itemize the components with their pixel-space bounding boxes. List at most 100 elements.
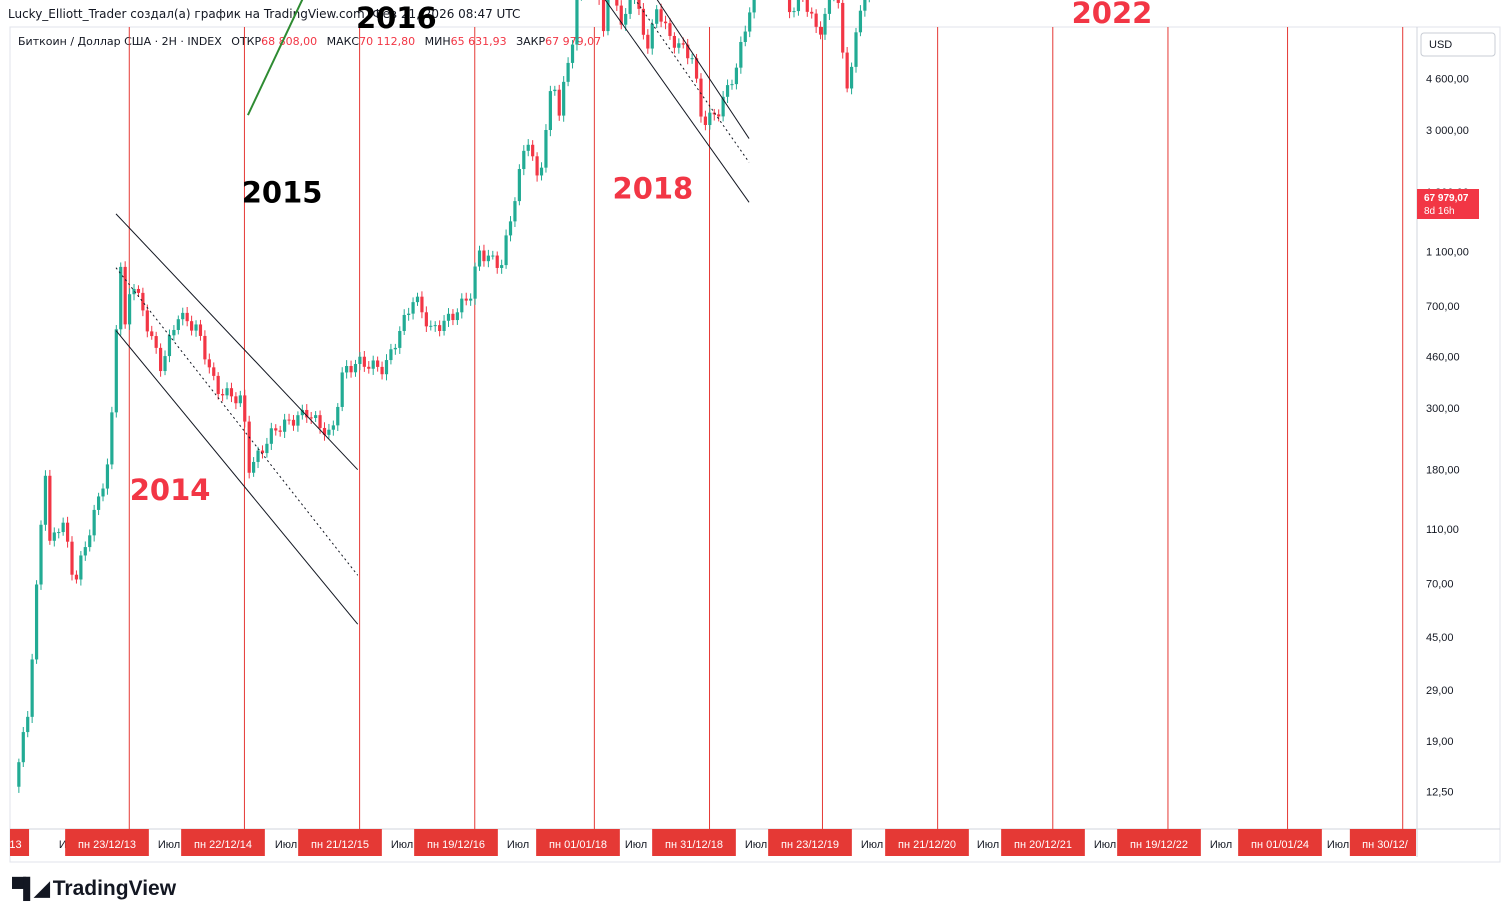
- time-axis-month-label: Июл: [275, 839, 297, 851]
- candle-body: [508, 221, 513, 236]
- candle-body: [703, 116, 708, 125]
- open-label: ОТКР: [231, 35, 262, 48]
- candle-body: [619, 5, 623, 25]
- candle-body: [743, 31, 747, 42]
- time-axis-month-label: Июл: [861, 839, 883, 851]
- candle-body: [495, 255, 499, 268]
- candle-body: [309, 417, 313, 419]
- candle-body: [176, 319, 180, 330]
- candle-body: [252, 461, 256, 473]
- candle-body: [221, 394, 225, 396]
- time-axis-date-label: пн 23/12/13: [78, 839, 136, 851]
- year-label-2015: 2015: [242, 175, 323, 209]
- currency-label: USD: [1429, 39, 1452, 51]
- low-value: 65 631,93: [450, 35, 507, 48]
- candle-body: [256, 450, 260, 462]
- candle-body: [225, 388, 229, 396]
- candle-body: [823, 13, 827, 35]
- time-axis-date-box: [652, 829, 736, 856]
- candle-body: [641, 8, 645, 35]
- price-tick-label: 3 000,00: [1426, 125, 1469, 137]
- candle-body: [322, 427, 327, 435]
- price-tick-label: 300,00: [1426, 403, 1460, 415]
- price-tick-label: 4 600,00: [1426, 74, 1469, 86]
- channel-2014-lower: [115, 330, 359, 625]
- time-axis-month-label: Июл: [507, 839, 529, 851]
- price-tick-label: 1 100,00: [1426, 246, 1469, 258]
- candle-body: [433, 325, 437, 327]
- candle-body: [836, 0, 840, 3]
- time-axis-month-label: Июл: [158, 839, 180, 851]
- time-axis-date-label: пн 20/12/21: [1014, 839, 1072, 851]
- candle-body: [601, 0, 606, 32]
- candle-body: [207, 359, 211, 368]
- candle-body: [181, 312, 185, 320]
- candle-body: [628, 0, 632, 14]
- candle-body: [526, 144, 530, 151]
- candle-body: [734, 67, 739, 85]
- time-axis-date-label: пн 19/12/16: [427, 839, 485, 851]
- candle-body: [300, 409, 304, 416]
- candle-body: [739, 41, 743, 68]
- candle-body: [141, 292, 145, 311]
- candle-body: [725, 85, 730, 97]
- candle-body: [345, 366, 349, 373]
- candle-body: [796, 0, 801, 12]
- candle-body: [690, 58, 694, 60]
- time-axis-date-box: [536, 829, 620, 856]
- candle-body: [810, 11, 814, 14]
- price-tick-label: 110,00: [1426, 524, 1459, 536]
- candle-body: [544, 129, 548, 168]
- chart-frame: [9, 26, 1501, 863]
- candle-body: [438, 325, 442, 331]
- candle-body: [482, 250, 486, 262]
- candle-body: [677, 43, 681, 48]
- candle-body: [672, 35, 677, 48]
- currency-box: [1420, 32, 1496, 57]
- candle-body: [849, 66, 854, 89]
- candle-body: [43, 475, 48, 525]
- time-axis-date-label: пн 01/01/24: [1251, 839, 1309, 851]
- time-axis-date-label: пн 23/12/19: [781, 839, 839, 851]
- year-label-2016: 2016: [356, 1, 437, 35]
- candle-body: [384, 360, 389, 375]
- candle-body: [500, 265, 504, 268]
- candle-body: [48, 475, 52, 541]
- candle-body: [21, 732, 25, 763]
- candle-body: [531, 144, 535, 157]
- candle-body: [841, 2, 845, 53]
- candle-body: [349, 366, 353, 373]
- candle-body: [517, 169, 521, 202]
- candle-body: [17, 762, 21, 787]
- symbol-name: Биткоин / Доллар США · 2Н · INDEX: [18, 35, 222, 48]
- candle-body: [659, 9, 663, 22]
- candle-body: [83, 547, 87, 556]
- candle-body: [96, 496, 101, 510]
- candle-body: [717, 114, 721, 117]
- candle-body: [504, 235, 508, 266]
- candle-body: [699, 78, 703, 117]
- candle-body: [637, 0, 641, 9]
- time-axis-date-box: [1117, 829, 1201, 856]
- candle-body: [358, 356, 362, 364]
- candle-body: [158, 347, 163, 372]
- candle-body: [854, 32, 858, 67]
- candle-body: [110, 412, 114, 465]
- candle-body: [119, 266, 123, 330]
- candle-body: [167, 335, 172, 357]
- candle-body: [522, 150, 526, 170]
- time-axis-date-box: [1238, 829, 1322, 856]
- open-value: 68 808,00: [261, 35, 318, 48]
- candle-body: [274, 428, 278, 431]
- candle-body: [557, 89, 561, 116]
- candle-body: [446, 313, 451, 321]
- time-axis-date-label: пн 31/12/18: [665, 839, 723, 851]
- time-axis-date-box: [298, 829, 382, 856]
- high-value: 70 112,80: [359, 35, 416, 48]
- candle-body: [57, 532, 61, 534]
- candle-body: [229, 388, 234, 397]
- time-axis-date-label: /13: [6, 839, 21, 851]
- candle-body: [163, 356, 167, 372]
- candle-body: [30, 659, 34, 717]
